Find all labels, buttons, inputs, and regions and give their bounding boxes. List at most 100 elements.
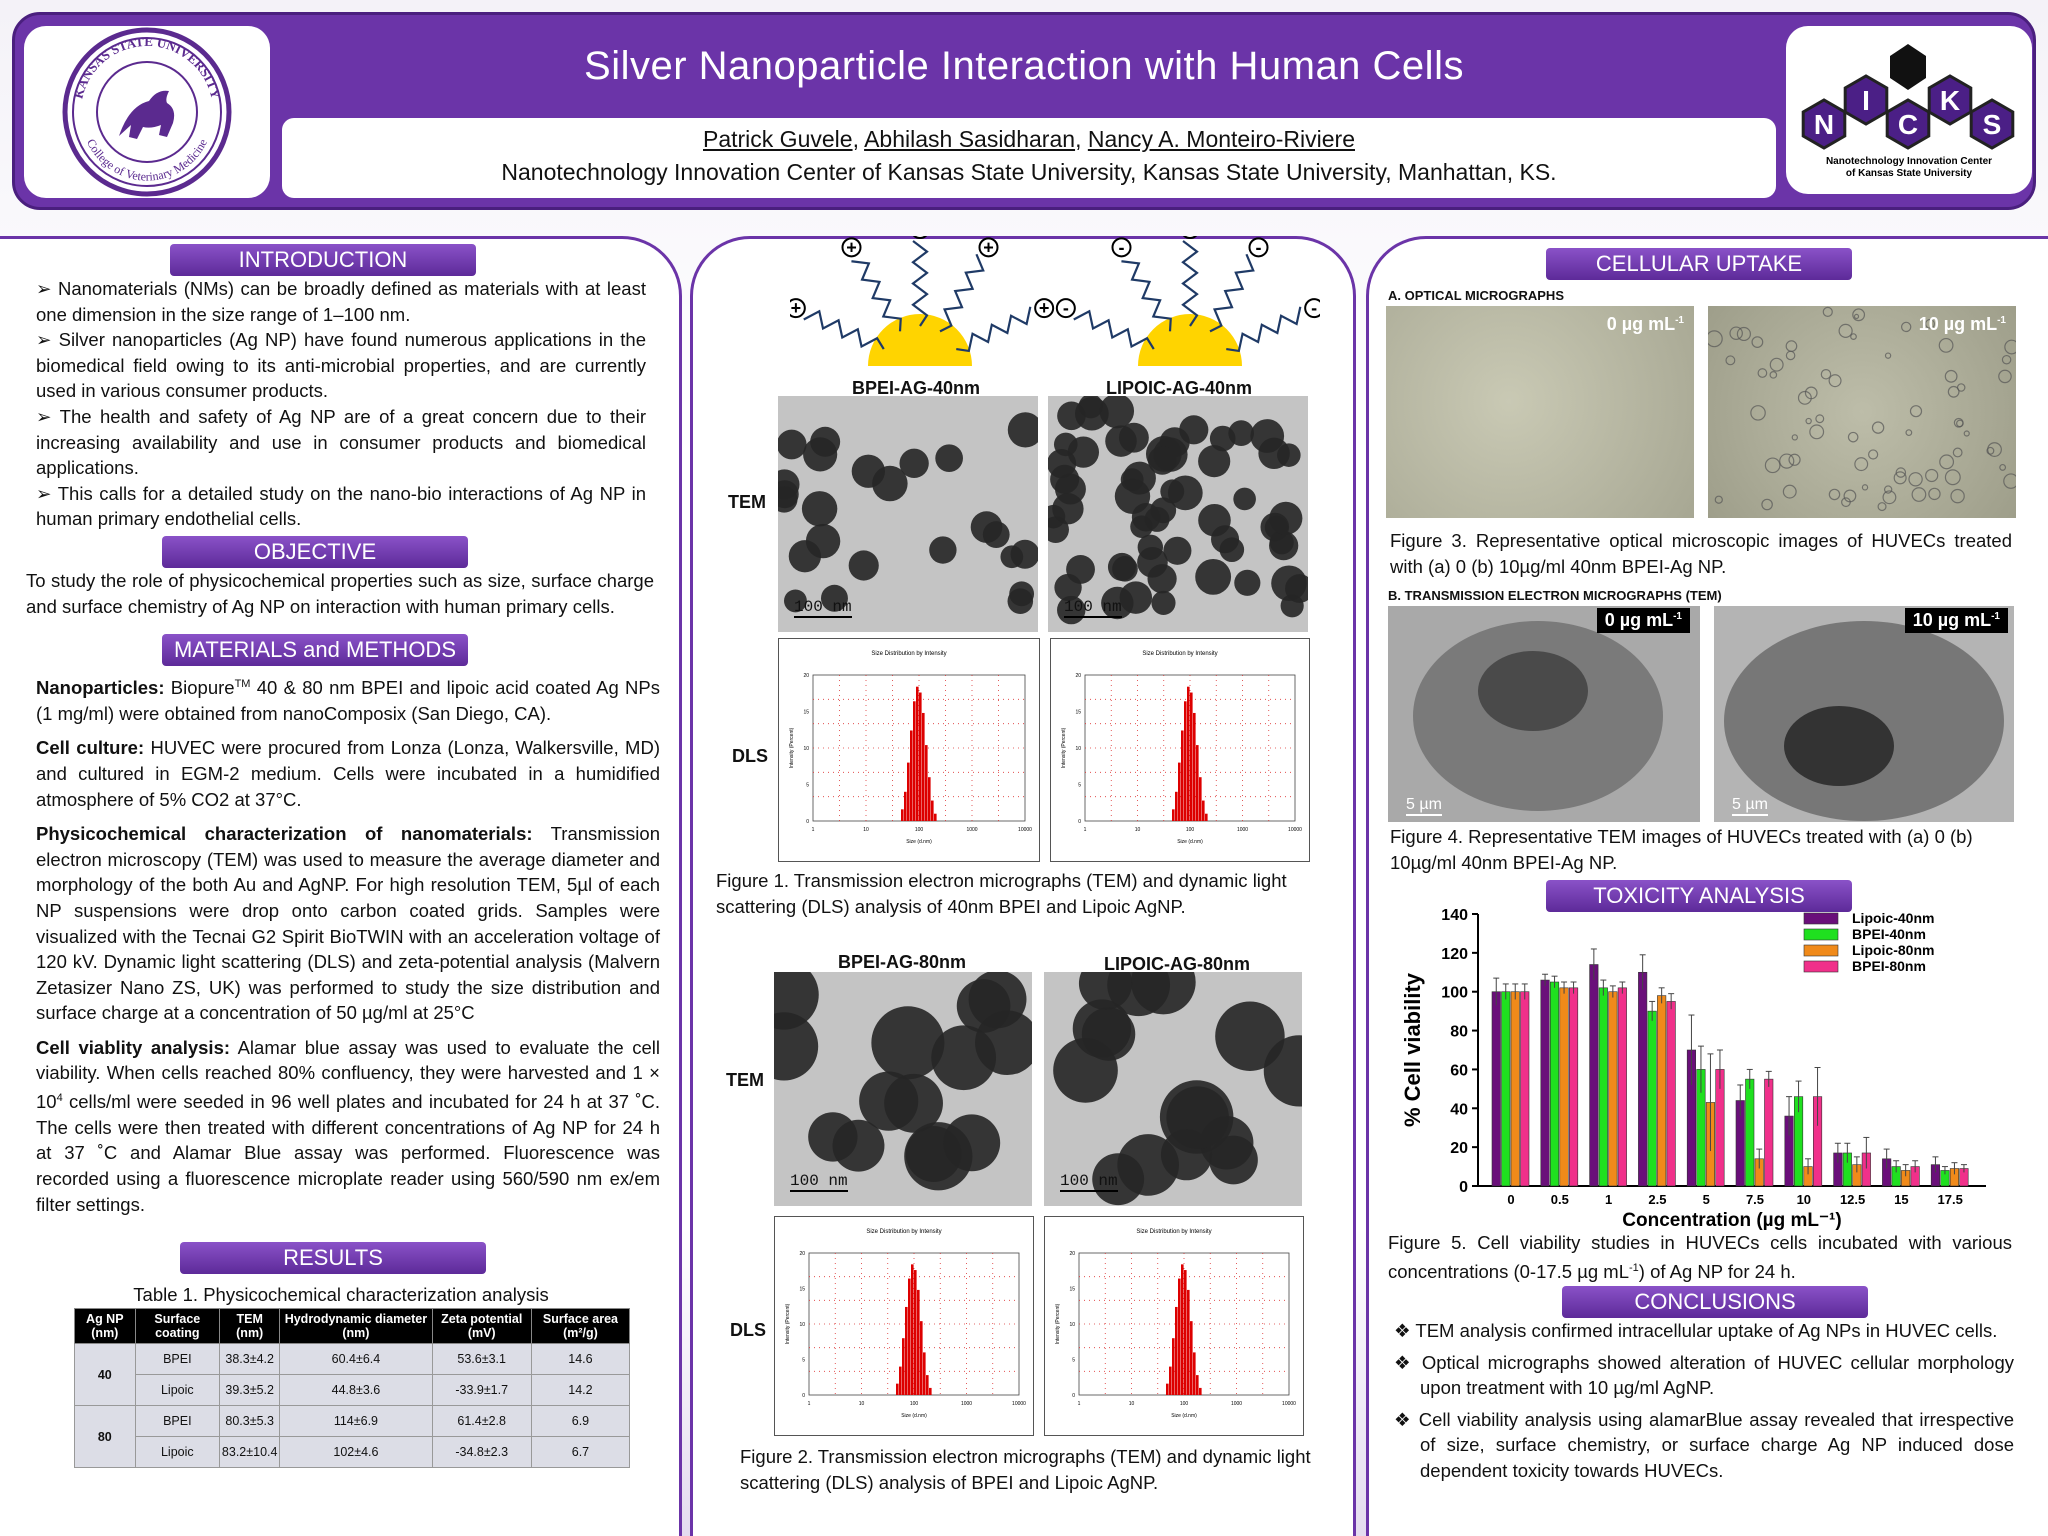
row-label-tem: TEM [728,492,766,512]
nanoparticle [832,1119,885,1172]
dls-xtick: 10000 [1018,827,1032,833]
charge-circle [1034,298,1055,319]
toxicity-heading: TOXICITY ANALYSIS [1546,880,1852,912]
scale-bar: 100 nm [790,1172,848,1192]
y-tick-label: 40 [1450,1101,1468,1118]
table-cell: Lipoic [134,1436,221,1468]
nanoparticle [899,448,929,479]
cell-outline [1820,368,1832,380]
figure2-caption: Figure 2. Transmission electron microgra… [740,1446,1311,1493]
dls-xlabel: Size (d.nm) [1177,839,1203,845]
cell-outline [1900,321,1912,333]
table-cell: 39.3±5.2 [219,1374,281,1406]
nanoparticle [871,1006,945,1080]
ligand-chain [1226,306,1302,353]
table-header-cell: Zeta potential (mV) [431,1308,532,1344]
dose-label-0: 0 µg mL-1 [1596,608,1690,633]
x-tick-label: 2.5 [1648,1192,1666,1207]
negative-charge: - [1063,298,1069,318]
uptake-heading: CELLULAR UPTAKE [1546,248,1852,280]
cell-outline [2003,473,2019,489]
conclusion-bullet: ❖ Cell viability analysis using alamarBl… [1394,1408,2014,1481]
x-tick-label: 1 [1605,1192,1612,1207]
legend-swatch [1803,912,1839,925]
cell-outline [1797,390,1812,405]
table-header-cell: TEM (nm) [219,1308,281,1344]
negative-charge: - [1311,298,1317,318]
conclusions-text: ❖ TEM analysis confirmed intracellular u… [1394,1318,2014,1484]
scale-bar: 100 nm [1064,598,1122,618]
scale-bar: 5 µm [1732,796,1768,816]
label-lipoic-80: LIPOIC-AG-80nm [1104,954,1251,974]
charge-circle [841,237,862,258]
hexagon [1969,98,2015,150]
table-cell: 61.4±2.8 [431,1405,532,1437]
dls-bar [908,1278,911,1395]
author-3: Nancy A. Monteiro-Riviere [1087,126,1355,152]
cell-outline [1815,414,1825,424]
dls-xtick: 100 [1180,1401,1189,1407]
x-tick-label: 0.5 [1551,1192,1569,1207]
bar [1501,991,1511,1187]
nanoparticle [970,511,1003,543]
nanoparticle [776,429,807,460]
nanoparticle [943,1114,1001,1172]
intro-bullet: ➢ This calls for a detailed study on the… [36,482,646,530]
results-table: Ag NP (nm) Surface coating TEM (nm) Hydrody… [74,1308,631,1468]
method-physchem: Physicochemical characterization of nano… [36,823,660,1024]
methods-heading: MATERIALS and METHODS [162,634,468,666]
dls-ytick: 10 [1069,1322,1075,1328]
dls-ytick: 20 [1075,673,1081,679]
label-lipoic-40: LIPOIC-AG-40nm [1106,378,1253,398]
dls-xtick: 1000 [1237,827,1248,833]
dls-bar [913,701,916,821]
author-1: Patrick Guvele [703,126,853,152]
results-heading: RESULTS [180,1242,486,1274]
x-tick-label: 15 [1894,1192,1908,1207]
dls-xtick: 100 [915,827,924,833]
dls-xtick: 10 [859,1401,865,1407]
dls-ytick: 5 [1078,783,1081,789]
row-label-dls: DLS [730,1320,766,1340]
charge-circle [1304,298,1320,319]
table-header-cell: Surface coating [134,1308,221,1344]
table-caption: Table 1. Physicochemical characterizatio… [133,1284,549,1305]
nanoparticle [1120,468,1144,492]
nanoparticle [1054,473,1086,505]
dls-ytick: 10 [1075,746,1081,752]
objective-text: To study the role of physicochemical pro… [26,570,654,617]
cell-outline [1939,454,1955,470]
cell-outline [1805,417,1812,425]
dls-bar [1202,800,1205,821]
charge-circle [1055,298,1076,319]
dls-ylabel: Intensity (Percent) [1061,727,1067,768]
cell-outline [1947,385,1960,398]
cell-outline [1853,313,1860,320]
legend-swatch [1803,928,1839,941]
logo-lower-text: College of Veterinary Medicine [84,136,210,183]
dls-bar [1178,1278,1181,1395]
university-logo: KANSAS STATE UNIVERSITY College of Veter… [24,26,270,198]
cell-outline [1769,357,1784,372]
dls-bar [1199,777,1202,821]
cell-outline [1882,490,1897,505]
tem-cell-image-0: 0 µg mL-1 5 µm [1388,606,1700,822]
charge-circle [978,237,999,258]
dls-bar [1196,1375,1199,1395]
charge-circle [912,236,928,239]
cell-outline [2001,354,2012,365]
ligand-chain [1181,240,1199,327]
dls-bar [914,1270,917,1395]
dls-bar [896,1383,899,1395]
nanoparticle [848,550,879,581]
dls-xtick: 10 [863,827,869,833]
cell-outline [1986,446,1995,455]
dls-ytick: 20 [803,673,809,679]
dls-ytick: 0 [1072,1393,1075,1399]
y-tick-label: 140 [1441,907,1468,924]
table-header-cell: Surface area (m²/g) [530,1308,631,1344]
charge-circle [1182,236,1198,239]
table-cell: -34.8±2.3 [431,1436,532,1468]
cell-outline [1828,374,1842,388]
